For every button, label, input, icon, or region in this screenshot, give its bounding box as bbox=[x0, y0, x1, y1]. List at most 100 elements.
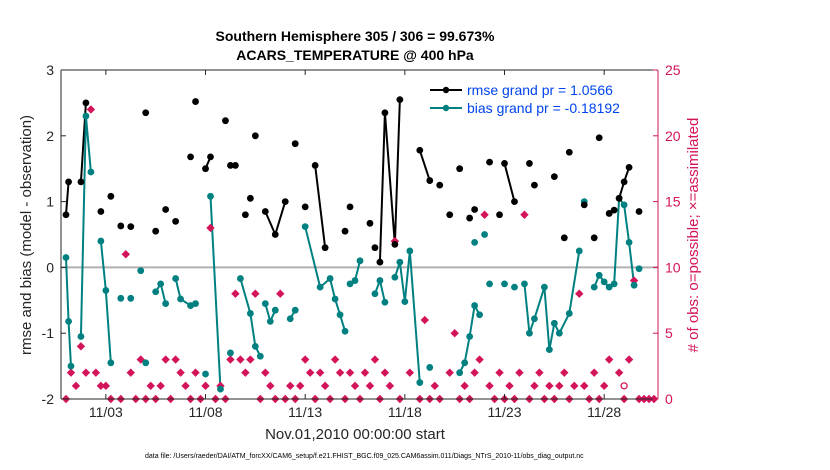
bias-point bbox=[336, 311, 344, 319]
rmse-point bbox=[341, 227, 349, 235]
bias-segment bbox=[463, 336, 471, 363]
rmse-point bbox=[620, 178, 628, 186]
bias-point bbox=[605, 283, 613, 291]
rmse-point bbox=[446, 211, 454, 219]
bias-point bbox=[107, 359, 115, 367]
bias-point bbox=[326, 275, 334, 282]
y-tick-label-left: -1 bbox=[42, 325, 55, 341]
obs-possible-marker bbox=[570, 381, 579, 391]
bias-point bbox=[331, 295, 339, 303]
rmse-segment bbox=[503, 163, 516, 202]
rmse-point bbox=[396, 96, 404, 104]
obs-possible-marker bbox=[629, 276, 639, 285]
rmse-point bbox=[281, 198, 289, 206]
rmse-point bbox=[391, 240, 399, 248]
bias-point bbox=[142, 359, 150, 367]
bias-point bbox=[550, 319, 558, 327]
bias-point bbox=[127, 294, 135, 302]
obs-possible-marker bbox=[126, 368, 135, 377]
bias-point bbox=[202, 370, 209, 378]
obs-possible-marker bbox=[460, 381, 469, 391]
legend-entry-rmse: rmse grand pr = 1.0566 bbox=[467, 82, 613, 98]
bias-segment bbox=[64, 257, 70, 322]
rmse-point bbox=[97, 208, 105, 215]
rmse-point bbox=[605, 210, 613, 217]
obs-possible-marker bbox=[226, 355, 235, 364]
x-tick-label: 11/23 bbox=[488, 404, 522, 420]
bias-point bbox=[301, 223, 309, 231]
bias-point bbox=[77, 333, 85, 340]
bias-point bbox=[625, 238, 633, 246]
obs-possible-marker bbox=[181, 381, 190, 391]
obs-possible-marker bbox=[545, 381, 554, 391]
y-axis-label-left: rmse and bias (model - observation) bbox=[18, 115, 35, 355]
bias-point bbox=[271, 306, 279, 314]
rmse-point bbox=[565, 148, 573, 156]
rmse-point bbox=[625, 163, 633, 171]
rmse-point bbox=[172, 217, 180, 225]
bias-point bbox=[540, 283, 548, 291]
obs-possible-marker bbox=[475, 355, 484, 364]
bias-point bbox=[371, 290, 379, 298]
bias-point bbox=[87, 168, 95, 176]
bias-point bbox=[521, 280, 528, 288]
obs-possible-marker bbox=[555, 381, 564, 391]
bias-point bbox=[217, 385, 224, 393]
rmse-point bbox=[376, 258, 384, 266]
bias-point bbox=[207, 192, 214, 200]
obs-possible-marker bbox=[385, 381, 395, 391]
x-axis-label: Nov.01,2010 00:00:00 start bbox=[265, 426, 446, 443]
obs-possible-marker bbox=[505, 381, 514, 391]
obs-possible-marker bbox=[590, 368, 599, 377]
rmse-segment bbox=[314, 165, 327, 248]
obs-possible-marker bbox=[604, 355, 614, 364]
y-tick-label-right: 10 bbox=[665, 259, 681, 275]
obs-possible-marker bbox=[614, 368, 624, 377]
obs-possible-marker bbox=[81, 368, 91, 377]
bias-point bbox=[590, 283, 598, 291]
bias-point bbox=[391, 273, 399, 281]
obs-possible-marker bbox=[305, 368, 315, 377]
rmse-point bbox=[321, 244, 329, 252]
obs-possible-marker bbox=[560, 368, 569, 377]
bias-point bbox=[227, 349, 234, 357]
obs-possible-marker bbox=[485, 381, 494, 391]
bias-segment bbox=[174, 278, 182, 300]
obs-possible-marker bbox=[445, 368, 454, 377]
rmse-point bbox=[127, 223, 135, 231]
rmse-point bbox=[595, 134, 603, 142]
bias-point bbox=[481, 231, 488, 238]
bias-point bbox=[630, 281, 638, 289]
legend-swatch-rmse-marker bbox=[442, 86, 450, 94]
bias-point bbox=[97, 237, 105, 245]
rmse-point bbox=[246, 194, 254, 202]
y-tick-label-right: 25 bbox=[665, 62, 681, 78]
obs-possible-marker bbox=[360, 368, 370, 377]
obs-possible-marker bbox=[246, 355, 255, 364]
obs-possible-marker bbox=[251, 289, 260, 298]
rmse-point bbox=[62, 211, 70, 219]
bias-point bbox=[545, 346, 553, 354]
y-tick-label-left: 2 bbox=[46, 128, 54, 144]
bias-segment bbox=[398, 262, 406, 302]
rmse-segment bbox=[264, 211, 277, 235]
bias-segment bbox=[329, 278, 337, 300]
rmse-point bbox=[222, 117, 229, 125]
bias-segment bbox=[403, 250, 411, 302]
obs-possible-marker bbox=[350, 381, 360, 391]
rmse-point bbox=[82, 99, 90, 107]
bias-point bbox=[67, 362, 75, 370]
bias-point bbox=[416, 379, 424, 386]
bias-point bbox=[192, 300, 199, 307]
bias-point bbox=[236, 275, 244, 282]
bias-point bbox=[396, 258, 404, 266]
bias-point bbox=[511, 283, 518, 291]
rmse-point bbox=[436, 181, 444, 189]
legend-swatch-bias-marker bbox=[442, 104, 450, 112]
rmse-point bbox=[590, 234, 598, 242]
bias-point bbox=[172, 275, 180, 282]
bias-point bbox=[501, 280, 508, 288]
rmse-point bbox=[635, 208, 643, 215]
bias-point bbox=[162, 300, 170, 307]
